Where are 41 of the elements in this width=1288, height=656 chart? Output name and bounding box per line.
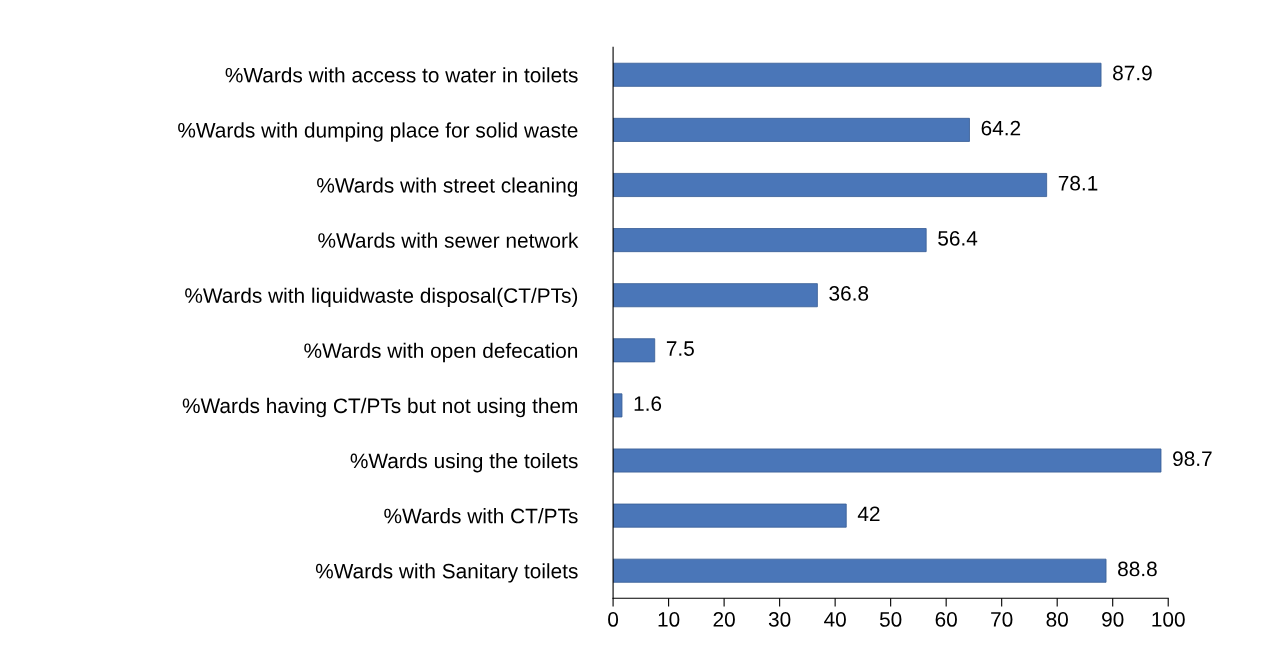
- bar: [613, 558, 1107, 583]
- y-tick-label: %Wards with dumping place for solid waste: [178, 122, 578, 142]
- data-label: 42: [857, 506, 880, 521]
- data-label: 78.1: [1058, 175, 1098, 191]
- y-tick-label: %Wards with sewer network: [318, 232, 579, 248]
- bar: [613, 448, 1162, 473]
- bar: [613, 117, 970, 142]
- data-label: 98.7: [1173, 451, 1212, 467]
- bar: [613, 393, 623, 418]
- y-tick-label: %Wards with CT/PTs: [384, 508, 578, 524]
- x-tick-label: 60: [935, 612, 957, 627]
- y-tick-label: %Wards having CT/PTs but not using them: [182, 397, 578, 418]
- bar: [613, 338, 656, 363]
- x-tick-label: 10: [658, 612, 680, 627]
- bar: [613, 503, 847, 528]
- x-tick-label: 80: [1046, 612, 1068, 627]
- x-tick-label: 20: [713, 612, 735, 627]
- bar: [613, 283, 818, 308]
- x-tick-label: 50: [879, 612, 902, 627]
- x-tick-label: 70: [991, 612, 1013, 627]
- x-tick-label: 40: [824, 612, 846, 627]
- bar: [613, 228, 927, 253]
- x-tick-label: 30: [768, 612, 791, 627]
- data-label: 36.8: [829, 286, 869, 301]
- bar: [613, 173, 1048, 197]
- data-label: 87.9: [1113, 65, 1152, 81]
- y-tick-label: %Wards with street cleaning: [317, 177, 578, 197]
- bar: [613, 62, 1102, 87]
- y-tick-label: %Wards with liquidwaste disposal(CT/PTs): [185, 287, 578, 308]
- x-tick-label: 100: [1152, 612, 1185, 627]
- x-tick-label: 90: [1102, 612, 1124, 627]
- data-label: 88.8: [1118, 561, 1157, 577]
- data-label: 56.4: [938, 230, 978, 246]
- y-tick-label: %Wards using the toilets: [350, 452, 578, 473]
- data-label: 7.5: [666, 341, 694, 356]
- y-tick-label: %Wards with access to water in toilets: [225, 67, 578, 83]
- data-label: 1.6: [634, 396, 662, 411]
- y-tick-label: %Wards with open defecation: [304, 342, 578, 363]
- y-tick-label: %Wards with Sanitary toilets: [315, 563, 578, 583]
- data-label: 64.2: [981, 120, 1021, 136]
- x-tick-label: 0: [608, 612, 619, 627]
